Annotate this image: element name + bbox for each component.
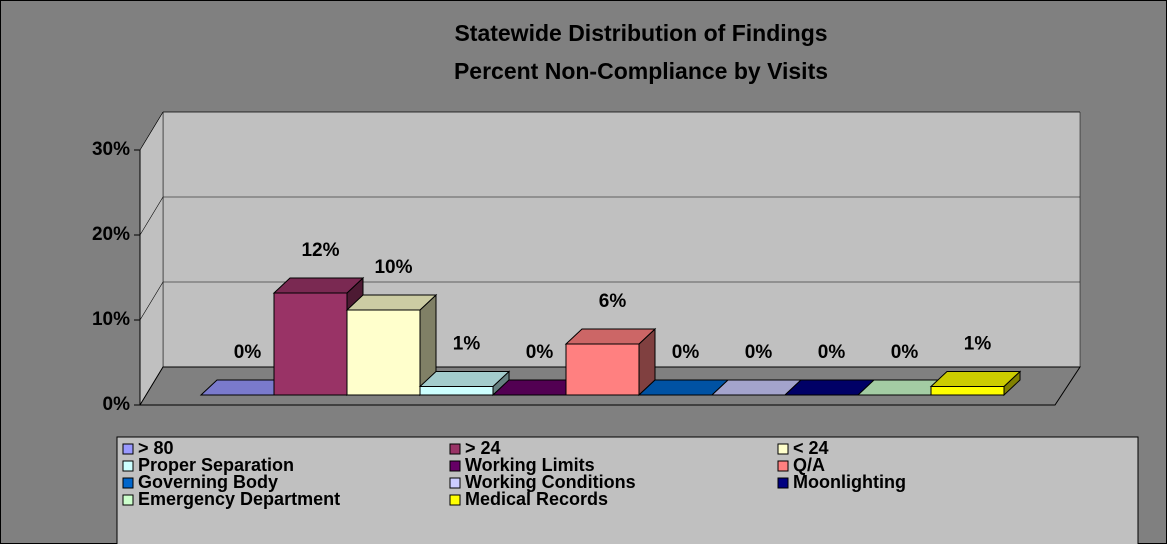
grid-line	[139, 281, 164, 321]
legend-label: Working Conditions	[465, 472, 636, 492]
legend-swatch	[777, 477, 789, 489]
bar-top	[929, 371, 1022, 387]
data-label: 1%	[453, 334, 481, 355]
y-tick-label: 10%	[92, 309, 130, 330]
data-label: 0%	[891, 342, 919, 363]
data-label: 0%	[818, 342, 846, 363]
legend-swatch	[122, 443, 134, 455]
bar	[930, 386, 1005, 396]
bar-top	[272, 277, 365, 294]
legend-label: Moonlighting	[793, 472, 906, 492]
y-tick-label: 20%	[92, 224, 130, 245]
legend-swatch	[122, 494, 134, 506]
legend-label: > 24	[465, 438, 501, 458]
grid-line	[139, 111, 164, 151]
legend-swatch	[122, 460, 134, 472]
grid-line	[139, 366, 164, 406]
bar-top	[418, 371, 511, 387]
y-tick-label: 30%	[92, 139, 130, 160]
data-label: 10%	[374, 257, 412, 278]
bar-top	[564, 328, 657, 345]
y-tick-label: 0%	[103, 394, 131, 415]
data-label: 0%	[234, 342, 262, 363]
legend-swatch	[122, 477, 134, 489]
legend-swatch	[449, 443, 461, 455]
bar	[419, 386, 494, 396]
legend-swatch	[777, 460, 789, 472]
legend-label: Q/A	[793, 455, 825, 475]
data-label: 0%	[672, 342, 700, 363]
legend-label: Working Limits	[465, 455, 595, 475]
bar-top	[345, 294, 438, 311]
grid-line	[139, 196, 164, 236]
data-label: 6%	[599, 291, 627, 312]
legend-label: Governing Body	[138, 472, 278, 492]
chart-title: Statewide Distribution of Findings	[454, 20, 827, 46]
legend-label: > 80	[138, 438, 174, 458]
legend-label: Proper Separation	[138, 455, 294, 475]
legend-swatch	[777, 443, 789, 455]
data-label: 0%	[526, 342, 554, 363]
data-label: 0%	[745, 342, 773, 363]
legend-swatch	[449, 477, 461, 489]
legend-label: Emergency Department	[138, 489, 340, 509]
data-label: 1%	[964, 334, 992, 355]
legend	[116, 436, 1139, 544]
data-label: 12%	[301, 240, 339, 261]
bar	[346, 309, 421, 396]
legend-label: Medical Records	[465, 489, 608, 509]
legend-swatch	[449, 494, 461, 506]
side-wall	[139, 111, 164, 406]
bar	[273, 292, 348, 396]
legend-swatch	[449, 460, 461, 472]
chart-subtitle: Percent Non-Compliance by Visits	[454, 58, 828, 84]
legend-label: < 24	[793, 438, 829, 458]
bar	[565, 343, 640, 396]
